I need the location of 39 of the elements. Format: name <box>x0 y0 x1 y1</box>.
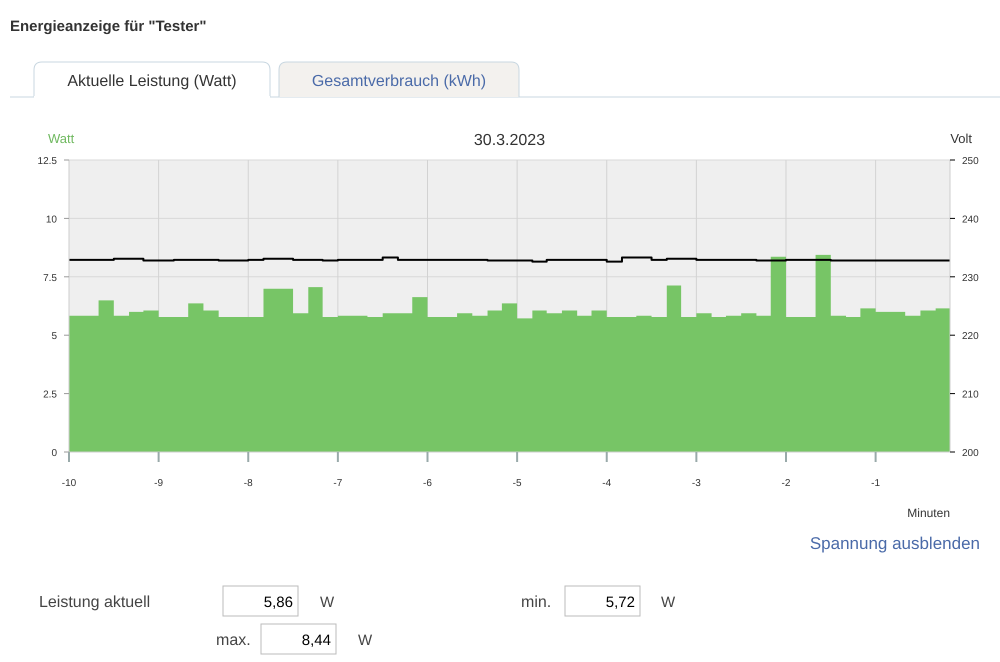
y-tick-label: 12.5 <box>38 156 58 167</box>
text-field: 5,72 <box>564 586 640 616</box>
y2-tick-label: 250 <box>962 156 980 167</box>
y2-axis-title: Volt <box>950 131 972 146</box>
x-tick-label: -5 <box>512 478 522 489</box>
x-tick-label: -10 <box>62 478 77 489</box>
x-axis-title: Minuten <box>907 506 950 520</box>
text-field: 5,86 <box>222 586 298 616</box>
text: W <box>358 632 373 649</box>
y-axis-title: Watt <box>48 131 75 146</box>
y-tick-label: 10 <box>46 214 58 226</box>
text: Energieanzeige für "Tester" <box>10 18 207 35</box>
x-tick-label: -4 <box>602 478 612 489</box>
y-tick-label: 5 <box>51 331 58 342</box>
chart-title: 30.3.2023 <box>474 132 546 149</box>
x-tick-label: -1 <box>871 478 880 489</box>
x-tick-label: -7 <box>333 478 343 489</box>
y2-tick-label: 240 <box>962 214 980 226</box>
y-tick-label: 7.5 <box>43 272 58 284</box>
y2-tick-label: 200 <box>962 448 980 459</box>
text: W <box>661 594 676 611</box>
text: min. <box>521 594 552 611</box>
y2-tick-label: 220 <box>962 331 980 342</box>
text: W <box>320 594 335 611</box>
y-tick-label: 0 <box>51 448 58 459</box>
x-tick-label: -3 <box>692 478 702 489</box>
text-field: 8,44 <box>260 624 336 654</box>
y-tick-label: 2.5 <box>43 390 58 401</box>
text: max. <box>216 632 251 649</box>
y2-tick-label: 210 <box>962 390 980 401</box>
y2-tick-label: 230 <box>962 272 980 284</box>
text: Aktuelle Leistung (Watt) <box>67 73 237 90</box>
x-tick-label: -6 <box>423 478 432 489</box>
text: Spannung ausblenden <box>810 534 980 553</box>
x-tick-label: -8 <box>244 478 254 489</box>
x-tick-label: -9 <box>154 478 164 489</box>
text: Gesamtverbrauch (kWh) <box>312 73 486 90</box>
x-tick-label: -2 <box>782 478 791 489</box>
text: Leistung aktuell <box>39 594 150 611</box>
